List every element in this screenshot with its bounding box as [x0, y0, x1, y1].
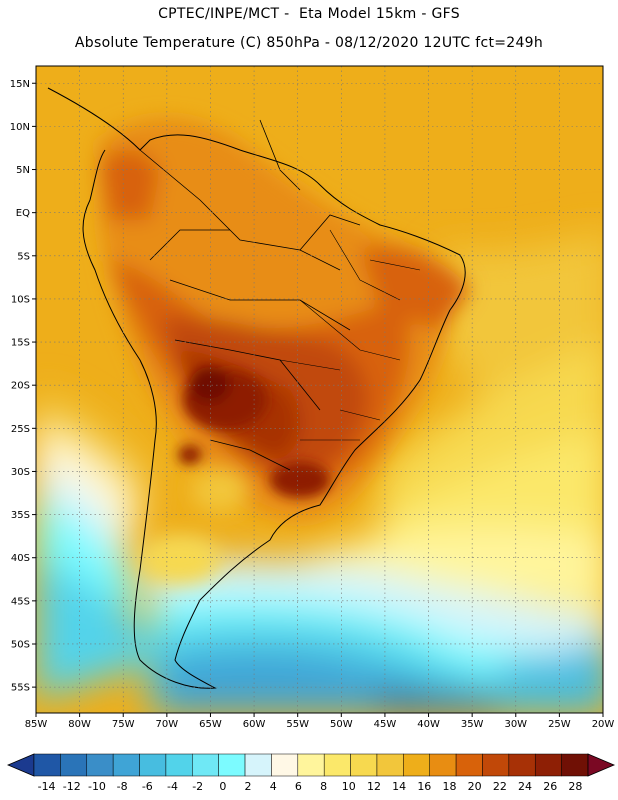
colorbar-swatch: [297, 753, 325, 777]
lon-tick-label: 35W: [461, 719, 484, 730]
colorbar-swatch: [323, 753, 351, 777]
colorbar-label: 20: [468, 780, 482, 793]
colorbar-swatch: [60, 753, 88, 777]
lat-tick-label: 10N: [10, 122, 30, 133]
colorbar-label: 8: [320, 780, 327, 793]
colorbar-label: 12: [367, 780, 381, 793]
colorbar-label: 18: [443, 780, 457, 793]
lon-tick-label: 25W: [548, 719, 571, 730]
lat-tick-label: 20S: [11, 381, 30, 392]
lat-tick-label: 50S: [11, 639, 30, 650]
colorbar-label: 26: [543, 780, 557, 793]
colorbar-swatch: [165, 753, 193, 777]
colorbar: -14 -12 -10 -8 -6 -4 -2 0 2 4 6 8 10 12 14 16 18 20 22 24 26…: [6, 753, 616, 793]
lon-tick-label: 70W: [156, 719, 179, 730]
country-borders: [139, 119, 361, 471]
brazil-states: [279, 229, 421, 441]
lon-tick-label: 85W: [25, 719, 48, 730]
continent-outline: [47, 87, 466, 689]
lon-tick-label: 20W: [592, 719, 615, 730]
colorbar-label: 22: [493, 780, 507, 793]
lon-tick-label: 75W: [112, 719, 135, 730]
colorbar-swatch: [350, 753, 378, 777]
lon-tick-label: 40W: [417, 719, 440, 730]
lat-tick-label: 55S: [11, 683, 30, 694]
lat-tick-label: 40S: [11, 553, 30, 564]
colorbar-label: -6: [142, 780, 153, 793]
colorbar-label: -14: [38, 780, 56, 793]
colorbar-label: 0: [219, 780, 226, 793]
lat-tick-label: 5S: [17, 251, 30, 262]
lat-tick-label: 5N: [16, 165, 30, 176]
colorbar-label: 24: [518, 780, 532, 793]
colorbar-swatch: [33, 753, 61, 777]
lat-tick-label: 15S: [11, 338, 30, 349]
colorbar-label: -8: [117, 780, 128, 793]
lat-tick-label: 30S: [11, 467, 30, 478]
longitude-axis: 85W 80W 75W 70W 65W 60W 55W 50W 45W 40W 35W 30W 25W 2…: [25, 713, 615, 730]
colorbar-swatch: [218, 753, 246, 777]
colorbar-swatch: [455, 753, 483, 777]
colorbar-label: 6: [295, 780, 302, 793]
lat-tick-label: 15N: [10, 79, 30, 90]
chart-title: CPTEC/INPE/MCT - Eta Model 15km - GFS: [158, 6, 460, 22]
lon-tick-label: 45W: [374, 719, 397, 730]
colorbar-swatch: [482, 753, 510, 777]
colorbar-label: 4: [270, 780, 277, 793]
colorbar-swatch: [271, 753, 299, 777]
colorbar-swatch: [112, 753, 140, 777]
map-gridlines: [36, 66, 603, 713]
chart-subtitle: Absolute Temperature (C) 850hPa - 08/12/…: [74, 35, 544, 51]
lat-tick-label: 10S: [11, 294, 30, 305]
lon-tick-label: 50W: [330, 719, 353, 730]
colorbar-high-arrow: [587, 753, 616, 777]
temperature-field: [36, 66, 603, 713]
latitude-axis: 15N 10N 5N EQ 5S 10S 15S 20S 25S 30S 35S 40S 45S 50S 5…: [10, 79, 36, 694]
colorbar-label: -4: [167, 780, 178, 793]
lon-tick-label: 80W: [68, 719, 91, 730]
colorbar-label: 10: [342, 780, 356, 793]
colorbar-swatch: [376, 753, 404, 777]
colorbar-swatch: [192, 753, 219, 777]
colorbar-swatch: [534, 753, 562, 777]
colorbar-label: -12: [63, 780, 81, 793]
lon-tick-label: 55W: [286, 719, 309, 730]
colorbar-swatch: [561, 753, 589, 777]
colorbar-label: -2: [192, 780, 203, 793]
colorbar-swatch: [86, 753, 114, 777]
lat-tick-label: 25S: [11, 424, 30, 435]
colorbar-label: 16: [417, 780, 431, 793]
lon-tick-label: 65W: [199, 719, 222, 730]
lat-tick-label: 35S: [11, 510, 30, 521]
plot-frame: [35, 65, 604, 714]
lat-tick-label: 45S: [11, 596, 30, 607]
colorbar-swatch: [403, 753, 430, 777]
colorbar-swatch: [429, 753, 457, 777]
colorbar-swatch: [139, 753, 167, 777]
colorbar-label: -10: [88, 780, 106, 793]
colorbar-swatch: [508, 753, 536, 777]
colorbar-label: 28: [568, 780, 582, 793]
colorbar-low-arrow: [6, 753, 35, 777]
colorbar-swatch: [244, 753, 272, 777]
colorbar-label: 2: [245, 780, 252, 793]
colorbar-label: 14: [392, 780, 406, 793]
lon-tick-label: 60W: [243, 719, 266, 730]
lat-tick-label: EQ: [16, 208, 30, 219]
lon-tick-label: 30W: [504, 719, 527, 730]
